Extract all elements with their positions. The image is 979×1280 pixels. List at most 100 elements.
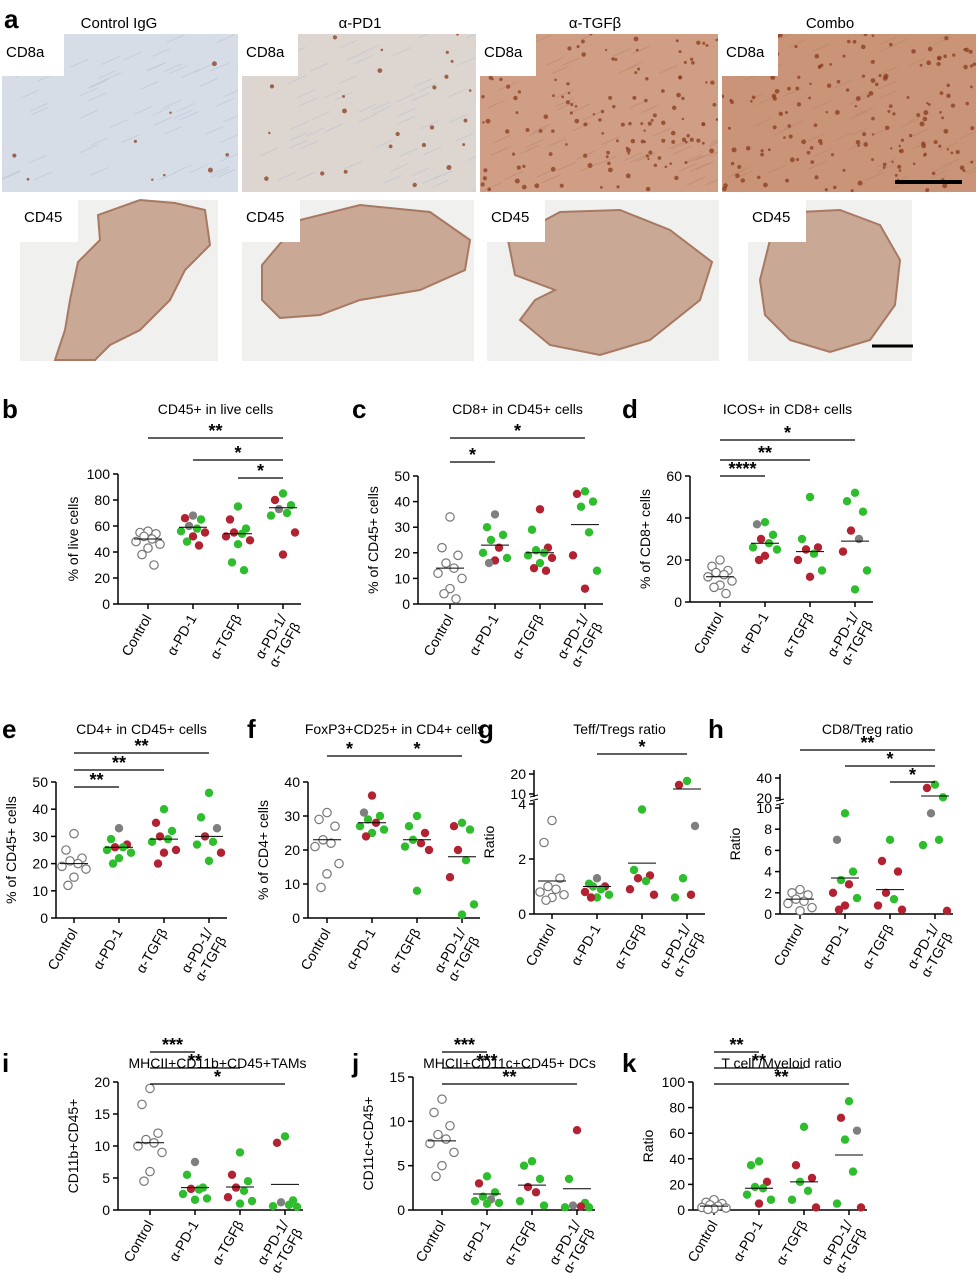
tissue-streak [492, 34, 495, 35]
data-point [314, 814, 324, 825]
stained-nucleus [943, 128, 949, 134]
y-tick-label: 20 [666, 552, 682, 568]
stained-nucleus [600, 109, 605, 114]
y-tick-label: 100 [662, 1074, 686, 1090]
tissue-streak [209, 62, 229, 72]
stained-nucleus [600, 185, 603, 189]
stained-nucleus [801, 139, 807, 145]
data-point [159, 805, 169, 814]
stained-nucleus [395, 131, 400, 137]
data-point [840, 1135, 850, 1144]
stained-nucleus [712, 102, 717, 107]
data-point [225, 515, 235, 524]
tissue-streak [673, 145, 692, 155]
stained-nucleus [377, 68, 383, 73]
stained-nucleus [342, 108, 347, 114]
tissue-streak [79, 144, 98, 154]
tissue-streak [683, 154, 703, 163]
stained-nucleus [925, 188, 930, 192]
tissue-streak [753, 117, 773, 127]
data-point [153, 859, 163, 868]
stained-nucleus [681, 96, 685, 101]
tissue-streak [783, 120, 803, 130]
data-point [157, 1147, 167, 1158]
tissue-streak [396, 115, 416, 125]
tissue-streak [472, 189, 476, 192]
x-tick-label: α-TGFβ [500, 1218, 538, 1268]
data-point [268, 1201, 278, 1211]
label-box [722, 34, 778, 76]
y-axis-label: % of CD4+ cells [255, 800, 271, 900]
data-point [155, 832, 165, 841]
stained-nucleus [772, 96, 777, 101]
significance-label: ** [860, 733, 874, 753]
stained-nucleus [806, 150, 811, 155]
data-point [682, 776, 692, 786]
data-point [832, 1199, 842, 1208]
significance-label: ** [208, 421, 222, 441]
stained-nucleus [678, 75, 683, 80]
stained-nucleus [696, 138, 701, 143]
data-point [449, 822, 459, 831]
y-tick-label: 10 [32, 883, 48, 899]
x-tick-label: α-PD-1 [163, 611, 199, 658]
data-point [807, 902, 817, 913]
stained-nucleus [684, 140, 688, 144]
x-tick-label-line: α-PD-1 [89, 925, 125, 972]
data-point [690, 821, 700, 831]
data-point [787, 1195, 797, 1204]
data-point [772, 545, 782, 554]
x-tick-label: α-PD-1/α-TGFβ [817, 1217, 869, 1275]
x-tick-label: α-PD-1/α-TGFβ [253, 1217, 305, 1275]
stained-nucleus [645, 186, 651, 192]
data-point [445, 512, 455, 522]
x-tick-label: α-TGFβ [385, 926, 423, 976]
x-tick-label-line: α-TGFβ [778, 610, 816, 660]
data-point [889, 894, 899, 904]
x-tick-label: Control [522, 922, 558, 969]
stained-nucleus [919, 121, 925, 127]
tissue-streak [456, 57, 476, 66]
tissue-streak [582, 111, 601, 121]
x-tick-label: α-PD-1 [165, 1217, 201, 1264]
data-point [155, 539, 165, 549]
tissue-streak [678, 162, 698, 172]
stained-nucleus [785, 178, 790, 183]
tissue-streak [878, 90, 897, 100]
y-tick-label: 50 [32, 774, 48, 790]
stained-nucleus [950, 103, 956, 108]
stained-nucleus [834, 110, 840, 115]
tissue-streak [153, 116, 173, 126]
tissue-streak [2, 169, 21, 179]
stained-nucleus [645, 77, 649, 81]
y-tick-label: 10 [756, 800, 772, 816]
data-point [836, 875, 846, 885]
data-point [576, 1202, 586, 1211]
stained-nucleus [854, 105, 858, 108]
panel-letter-g: g [478, 714, 494, 744]
y-tick-label: 30 [284, 808, 300, 824]
significance-label: * [514, 421, 521, 441]
tissue-streak [163, 99, 182, 109]
x-tick-label-line: Control [120, 1218, 156, 1265]
tissue-streak [411, 92, 430, 102]
data-point [576, 502, 586, 511]
data-point [141, 1134, 151, 1145]
tissue-streak [298, 97, 318, 107]
stained-nucleus [669, 162, 672, 165]
stained-nucleus [647, 121, 652, 126]
stained-nucleus [561, 95, 565, 99]
data-point [584, 528, 594, 537]
data-point [231, 1183, 241, 1192]
data-point [441, 558, 451, 568]
tissue-streak [199, 78, 218, 87]
tissue-streak [210, 166, 229, 176]
stained-nucleus [936, 61, 941, 67]
y-tick-label: 20 [669, 1176, 685, 1192]
data-point [752, 520, 762, 529]
tissue-streak [2, 171, 21, 180]
data-point [194, 541, 204, 550]
stained-nucleus [551, 129, 555, 133]
data-point [799, 896, 809, 907]
